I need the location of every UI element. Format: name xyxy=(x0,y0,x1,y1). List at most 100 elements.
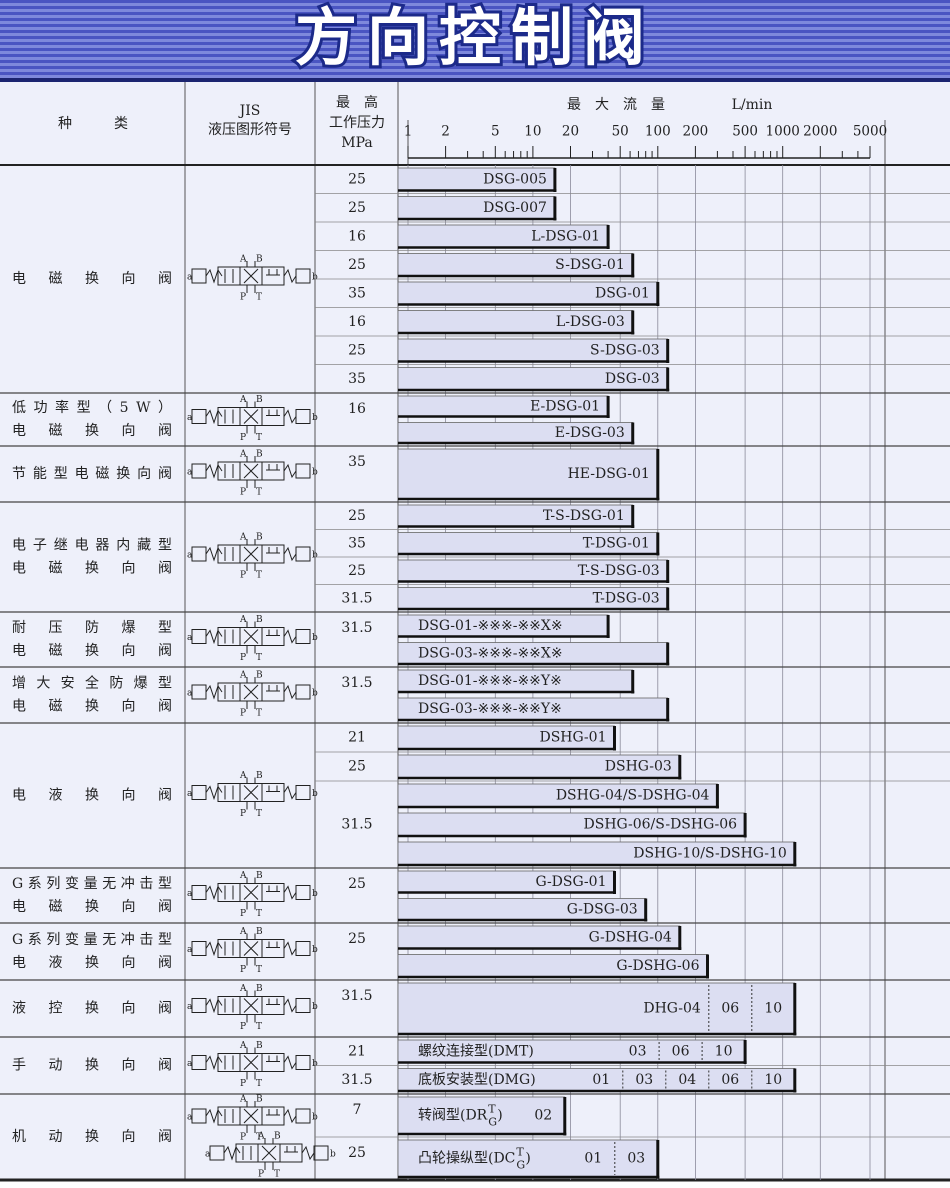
bar-segment: 06 xyxy=(672,1043,690,1059)
bar-label: DHG-04 xyxy=(643,1001,701,1017)
bar-segment: 01 xyxy=(592,1072,610,1088)
category-name: 电液换向阀 xyxy=(12,954,172,971)
bar-label: S-DSG-01 xyxy=(555,257,625,273)
category-name: G系列变量无冲击型 xyxy=(12,876,172,892)
pressure: 31.5 xyxy=(341,817,372,833)
header-symbol: JIS xyxy=(238,103,261,119)
bar-segment: 01 xyxy=(584,1151,602,1167)
bar-label: DSG-007 xyxy=(483,200,547,216)
header-unit: L/min xyxy=(732,97,773,113)
bar-label-sup: T xyxy=(516,1146,524,1159)
bar-label: E-DSG-01 xyxy=(530,398,600,414)
pressure: 31.5 xyxy=(341,988,372,1004)
bar-label: DSHG-03 xyxy=(605,759,672,775)
bar-label: DSHG-10/S-DSHG-10 xyxy=(633,846,787,862)
pressure: 25 xyxy=(348,257,366,273)
bar-label-sup: T xyxy=(488,1103,496,1116)
pressure: 25 xyxy=(348,171,366,187)
category-name: 电磁换向阀 xyxy=(12,898,172,915)
pressure: 16 xyxy=(348,314,366,330)
bar-segment: 03 xyxy=(627,1151,645,1167)
header-symbol: 液压图形符号 xyxy=(208,122,292,138)
bar-label: 底板安装型(DMG) xyxy=(418,1072,536,1088)
bar-label: DSHG-01 xyxy=(539,730,606,746)
pressure: 31.5 xyxy=(341,1072,372,1088)
axis-tick-label: 200 xyxy=(683,124,709,140)
header-pressure: 最 高 xyxy=(336,94,378,111)
bar-label: T-S-DSG-01 xyxy=(543,508,625,524)
bar-segment: 06 xyxy=(721,1072,739,1088)
pressure: 16 xyxy=(348,228,366,244)
pressure: 7 xyxy=(353,1102,362,1118)
pressure: 25 xyxy=(348,508,366,524)
axis-tick-label: 5000 xyxy=(853,124,887,140)
bar-label: S-DSG-03 xyxy=(590,342,660,358)
pressure: 21 xyxy=(348,730,366,746)
flow-bar xyxy=(397,448,659,500)
pressure: 16 xyxy=(348,401,366,417)
pressure: 25 xyxy=(348,563,366,579)
category-name: 手动换向阀 xyxy=(12,1057,172,1074)
pressure: 25 xyxy=(348,1145,366,1161)
bar-label: DSG-005 xyxy=(483,171,547,187)
banner xyxy=(0,0,950,78)
pressure: 35 xyxy=(348,454,366,470)
pressure: 31.5 xyxy=(341,590,372,606)
header-pressure: MPa xyxy=(341,135,372,151)
bar-segment: 10 xyxy=(764,1001,782,1017)
bar-label: 转阀型(DR xyxy=(418,1108,488,1124)
bar-segment: 03 xyxy=(635,1072,653,1088)
bar-segment: 03 xyxy=(629,1043,647,1059)
bar-label: T-DSG-03 xyxy=(593,590,660,606)
bar-label: DSG-01 xyxy=(595,285,650,301)
category-name: 电磁换向阀 xyxy=(12,422,172,439)
bar-label: 凸轮操纵型(DC xyxy=(418,1151,515,1167)
category-name: G系列变量无冲击型 xyxy=(12,932,172,948)
bar-label: G-DSG-03 xyxy=(567,901,638,917)
axis-tick-label: 50 xyxy=(612,124,629,140)
bar-label: 螺纹连接型(DMT) xyxy=(418,1042,534,1059)
axis-tick-label: 1 xyxy=(404,124,413,140)
axis-tick-label: 100 xyxy=(645,124,671,140)
bar-label: DSG-03 xyxy=(605,371,660,387)
bar-segment: 02 xyxy=(534,1108,552,1124)
bar-label: L-DSG-01 xyxy=(531,228,600,244)
bar-segment: 10 xyxy=(764,1072,782,1088)
bar-label: HE-DSG-01 xyxy=(568,466,650,482)
category-name: 电液换向阀 xyxy=(12,787,172,804)
category-name: 电磁换向阀 xyxy=(12,642,172,659)
pressure: 31.5 xyxy=(341,620,372,636)
axis-tick-label: 2000 xyxy=(803,124,837,140)
bar-label: T-DSG-01 xyxy=(583,535,650,551)
flow-bar xyxy=(397,982,796,1035)
bar-label: G-DSG-01 xyxy=(536,874,607,890)
pressure: 25 xyxy=(348,342,366,358)
bar-label: DSHG-06/S-DSHG-06 xyxy=(584,817,738,833)
axis-tick-label: 5 xyxy=(491,124,500,140)
bar-label: T-S-DSG-03 xyxy=(578,563,660,579)
banner-rule xyxy=(0,78,950,82)
axis-tick-label: 1000 xyxy=(766,124,800,140)
bar-label-sub: G xyxy=(516,1159,525,1172)
bar-label-sub: G xyxy=(488,1116,497,1129)
pressure: 35 xyxy=(348,285,366,301)
category-name: 液控换向阀 xyxy=(12,1000,172,1017)
bar-label: E-DSG-03 xyxy=(555,425,625,441)
page-title: 方向控制阀 xyxy=(295,1,655,74)
bar-label: DSG-03-※※※-※※X※ xyxy=(418,645,563,661)
bar-label: G-DSHG-06 xyxy=(616,958,699,974)
pressure: 35 xyxy=(348,371,366,387)
pressure: 25 xyxy=(348,931,366,947)
category-name: 耐压防爆型 xyxy=(12,620,172,636)
axis-tick-label: 2 xyxy=(441,124,450,140)
category-name: 电磁换向阀 xyxy=(12,698,172,715)
axis-tick-label: 500 xyxy=(732,124,758,140)
bar-label: DSG-01-※※※-※※Y※ xyxy=(418,673,562,689)
pressure: 25 xyxy=(348,759,366,775)
category-name: 电磁换向阀 xyxy=(12,270,172,287)
pressure: 35 xyxy=(348,535,366,551)
pressure: 31.5 xyxy=(341,675,372,691)
header-pressure: 工作压力 xyxy=(329,115,385,131)
category-name: 电磁换向阀 xyxy=(12,560,172,577)
axis-tick-label: 20 xyxy=(562,124,579,140)
